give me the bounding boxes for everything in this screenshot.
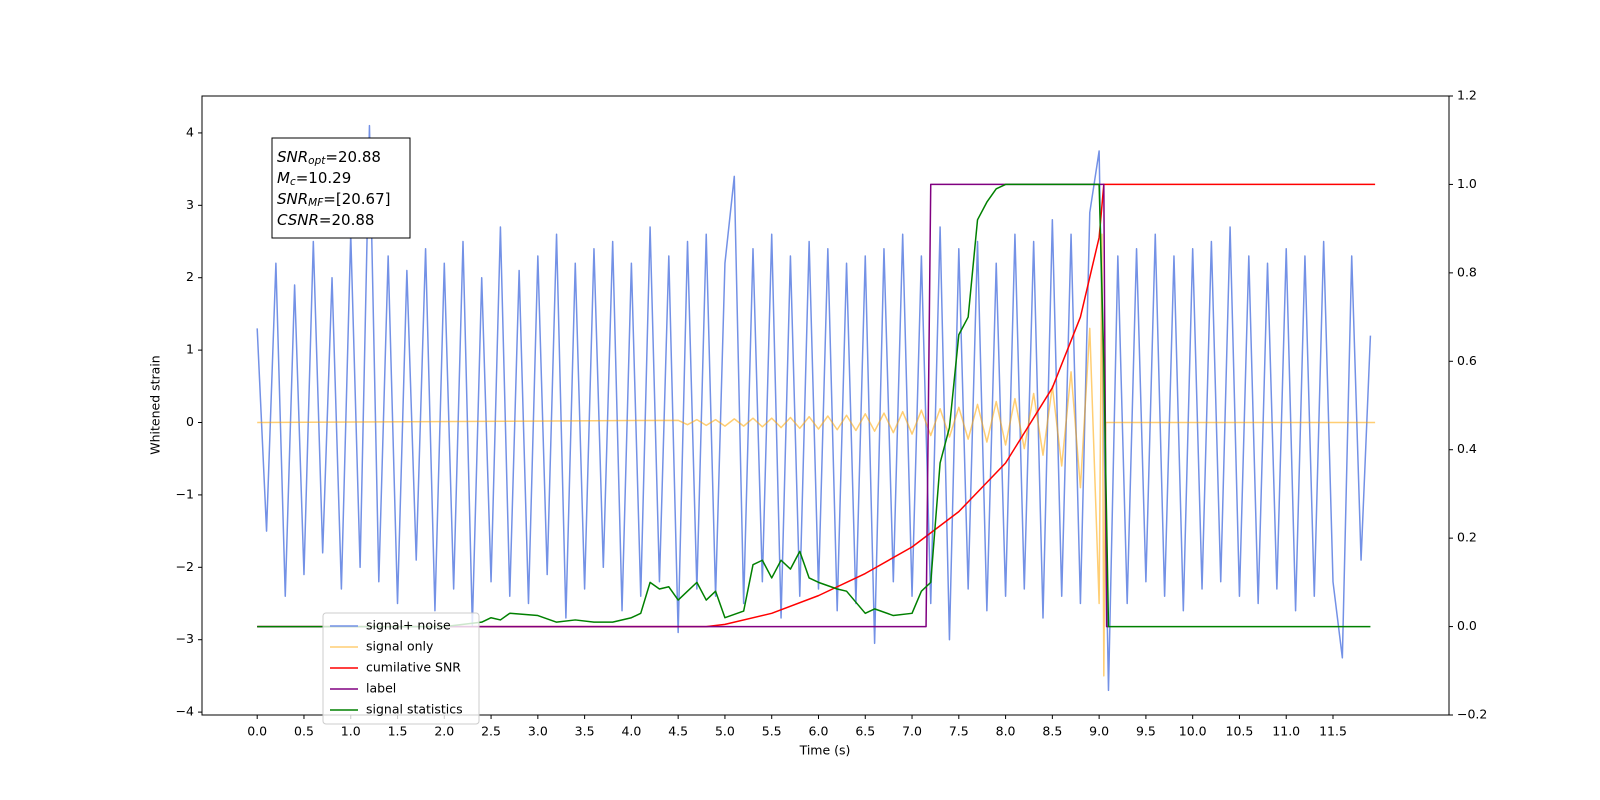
series-line [257,233,1376,677]
plot-area [256,124,1376,692]
y-tick-label: 0 [186,414,194,429]
x-tick-label: 8.0 [996,724,1016,739]
annotation-symbol: CSNR [277,211,319,229]
y-tick-label: −4 [176,704,194,719]
annotation-line: SNRMF=[20.67] [277,190,391,210]
x-tick-label: 0.5 [294,724,314,739]
x-tick-label: 0.0 [247,724,267,739]
x-tick-label: 7.5 [949,724,969,739]
legend-label: label [366,681,396,696]
legend: signal+ noise signal only cumilative SNR la… [322,612,480,725]
annotation-subscript: opt [308,155,326,167]
x-tick-label: 1.0 [341,724,361,739]
y-tick-label: 4 [186,124,194,139]
annotation-line: SNRopt=20.88 [277,148,381,168]
x-tick-label: 9.5 [1136,724,1156,739]
x-tick-label: 3.5 [575,724,595,739]
annotation-subscript: MF [308,197,324,209]
x-tick-label: 9.0 [1089,724,1109,739]
legend-label: signal+ noise [366,618,451,633]
y-tick-label: 1 [186,342,194,357]
x-tick-label: 8.5 [1042,724,1062,739]
x-tick-label: 11.0 [1272,724,1300,739]
y-tick-label: 2 [186,269,194,284]
x-tick-label: 10.0 [1179,724,1207,739]
annotation-line: CSNR=20.88 [277,211,374,229]
y-axis-label: Whitened strain [148,355,163,454]
annotation-value: =10.29 [296,169,352,187]
y2-tick-label: 0.4 [1457,441,1477,456]
axes-frame [201,95,1450,716]
y2-tick-label: −0.2 [1457,707,1487,722]
legend-label: cumilative SNR [366,660,461,675]
x-tick-label: 6.0 [809,724,829,739]
x-tick-label: 4.0 [621,724,641,739]
y2-tick-label: 1.0 [1457,176,1477,191]
x-tick-label: 5.5 [762,724,782,739]
x-tick-label: 6.5 [855,724,875,739]
y2-tick-label: 0.8 [1457,264,1477,279]
x-tick-label: 4.5 [668,724,688,739]
annotation-subscript: c [290,176,296,188]
x-tick-label: 2.5 [481,724,501,739]
y-tick-label: −2 [176,559,194,574]
series-line [256,124,1372,692]
x-tick-label: 5.0 [715,724,735,739]
x-tick-label: 3.0 [528,724,548,739]
annotation-symbol: SNR [277,190,308,208]
x-tick-label: 11.5 [1319,724,1347,739]
legend-box [322,612,480,725]
annotation-symbol: M [277,169,290,187]
annotation-box [271,137,411,239]
y2-tick-label: 1.2 [1457,88,1477,103]
x-tick-label: 1.5 [388,724,408,739]
legend-label: signal only [366,639,434,654]
y2-tick-label: 0.2 [1457,530,1477,545]
annotation: SNRopt=20.88Mc=10.29SNRMF=[20.67]CSNR=20… [271,137,411,239]
x-axis-label: Time (s) [799,743,851,758]
series-line [257,183,1371,628]
y-tick-label: −1 [176,486,194,501]
annotation-symbol: SNR [277,148,308,166]
legend-label: signal statistics [366,702,463,717]
y2-tick-label: 0.6 [1457,353,1477,368]
annotation-value: =20.88 [319,211,375,229]
y-tick-label: −3 [176,631,194,646]
y2-tick-label: 0.0 [1457,618,1477,633]
x-tick-label: 7.0 [902,724,922,739]
annotation-value: =[20.67] [323,190,390,208]
annotation-line: Mc=10.29 [277,169,351,189]
x-tick-label: 10.5 [1226,724,1254,739]
x-tick-label: 2.0 [434,724,454,739]
annotation-value: =20.88 [325,148,381,166]
y-tick-label: 3 [186,197,194,212]
